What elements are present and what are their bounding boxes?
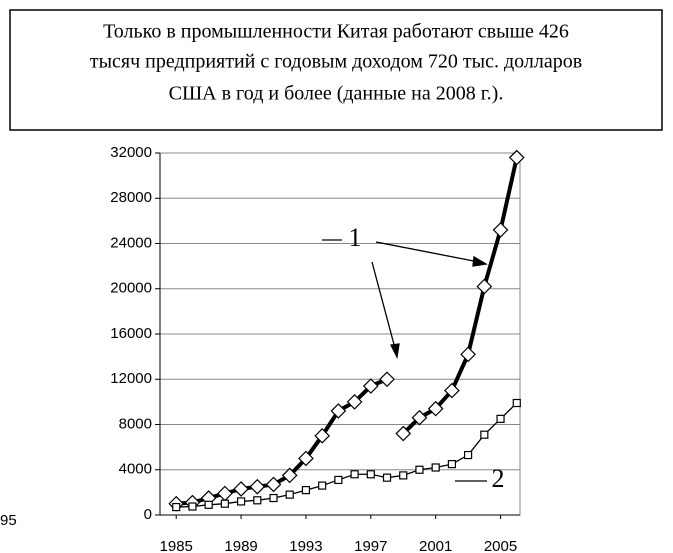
marker-diamond <box>314 427 331 444</box>
title-box <box>9 9 663 131</box>
marker-square <box>301 486 311 495</box>
marker-diamond <box>330 403 347 419</box>
marker-square <box>204 500 213 509</box>
x-tick-label: 2001 <box>419 538 452 553</box>
marker-square <box>399 471 408 480</box>
y-tick-label: 8000 <box>119 415 152 432</box>
marker-square <box>220 499 229 508</box>
pointer-arrow <box>371 261 397 353</box>
y-tick-label: 16000 <box>110 325 152 342</box>
marker-square <box>318 481 327 490</box>
y-tick-label: 0 <box>144 506 152 523</box>
marker-diamond <box>362 378 379 394</box>
marker-square <box>496 414 505 423</box>
y-tick-label: 32000 <box>110 144 152 161</box>
annotation: 2 <box>492 464 505 493</box>
plot: 0 4000 8000 12000 16000 20000 24000 28000 32000 1… <box>110 144 525 553</box>
marker-diamond <box>217 485 233 502</box>
marker-square <box>415 465 424 474</box>
arrow-head <box>390 343 400 360</box>
y-tick-label: 20000 <box>110 280 152 297</box>
marker-diamond <box>508 149 525 166</box>
y-tick-label: 24000 <box>110 234 152 251</box>
x-tick-label: 1989 <box>224 538 257 553</box>
marker-square <box>172 502 181 512</box>
series-line <box>401 157 519 435</box>
marker-square <box>512 398 521 408</box>
marker-square <box>188 502 197 511</box>
title-line: США в год и более (данные на 2008 г.). <box>169 83 504 105</box>
marker-square <box>334 475 343 485</box>
marker-diamond <box>233 481 249 497</box>
marker-diamond <box>444 382 460 399</box>
marker-diamond <box>476 278 493 295</box>
marker-diamond <box>298 450 314 467</box>
marker-diamond <box>427 400 444 417</box>
marker-square <box>480 430 489 439</box>
x-tick-label: 1985 <box>160 538 193 553</box>
marker-square <box>350 470 359 479</box>
marker-diamond <box>492 222 509 238</box>
marker-square <box>285 490 294 499</box>
marker-diamond <box>411 409 428 426</box>
y-tick-label: 28000 <box>110 189 152 206</box>
annotation-pointers <box>322 239 488 482</box>
marker-diamond <box>395 425 412 442</box>
x-tick-label: 2005 <box>484 538 517 553</box>
marker-square <box>269 493 278 503</box>
marker-square <box>366 470 375 479</box>
marker-diamond <box>346 394 363 410</box>
title-line: Только в промышленности Китая работают с… <box>103 21 569 43</box>
x-tick-label: 1993 <box>289 538 322 553</box>
marker-square <box>431 463 440 472</box>
arrow-head <box>472 255 488 267</box>
series-line <box>176 402 518 508</box>
marker-square <box>236 497 246 506</box>
marker-diamond <box>460 346 476 363</box>
annotation: 1 <box>349 223 362 252</box>
marker-square <box>447 459 456 469</box>
title-line: тысяч предприятий с годовым доходом 720 … <box>90 51 582 73</box>
marker-diamond <box>265 476 282 493</box>
marker-square <box>253 496 262 505</box>
cut-label: 95 <box>0 512 17 529</box>
pointer-arrow <box>375 241 485 264</box>
marker-square <box>382 473 392 482</box>
marker-diamond <box>249 478 266 495</box>
y-tick-label: 4000 <box>119 461 152 478</box>
marker-diamond <box>281 467 298 484</box>
marker-diamond <box>379 371 395 388</box>
x-tick-label: 1997 <box>354 538 387 553</box>
y-tick-label: 12000 <box>110 370 152 387</box>
marker-square <box>464 450 473 460</box>
